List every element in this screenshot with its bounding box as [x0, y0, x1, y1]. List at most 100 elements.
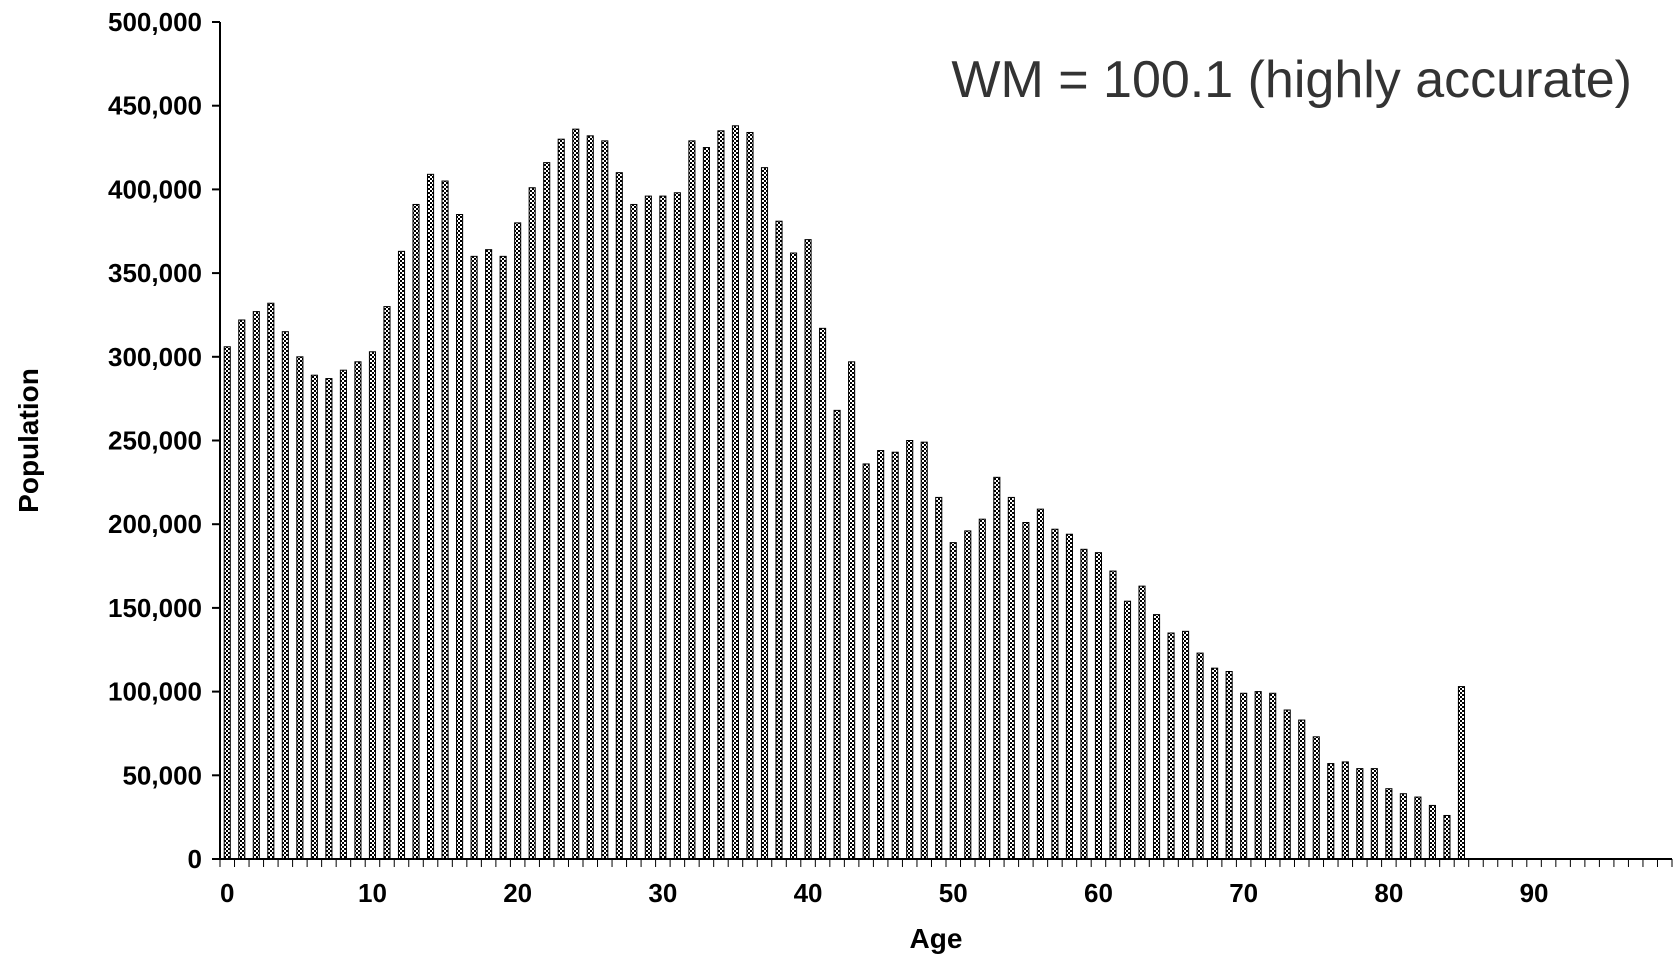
bar-age-23	[557, 138, 565, 860]
bar-age-80	[1385, 788, 1393, 860]
bar-age-7	[325, 378, 333, 860]
bar-age-65	[1167, 632, 1175, 860]
x-tick-label: 70	[1229, 878, 1258, 908]
bar-age-13	[412, 203, 420, 860]
bar-age-22	[543, 162, 551, 860]
bar-age-4	[281, 331, 289, 860]
bar-age-18	[485, 249, 493, 860]
x-tick-label: 30	[648, 878, 677, 908]
chart-annotation: WM = 100.1 (highly accurate)	[951, 51, 1632, 109]
bar-age-33	[702, 147, 710, 860]
bar-age-50	[949, 542, 957, 860]
y-tick-label: 350,000	[108, 258, 202, 288]
bar-age-37	[760, 167, 769, 860]
bar-age-35	[731, 125, 740, 860]
bar-age-21	[528, 187, 536, 860]
bar-age-1	[238, 319, 246, 860]
bar-age-8	[339, 369, 347, 860]
bar-age-82	[1414, 796, 1422, 860]
x-tick-label: 90	[1520, 878, 1549, 908]
bar-age-49	[935, 496, 943, 860]
y-tick-label: 250,000	[108, 426, 202, 456]
bar-age-84	[1443, 814, 1451, 860]
bar-age-11	[383, 306, 391, 860]
bar-age-36	[746, 131, 754, 860]
bar-age-12	[397, 250, 406, 860]
y-tick-label: 450,000	[108, 91, 202, 121]
x-tick-label: 10	[358, 878, 387, 908]
y-tick-label: 400,000	[108, 174, 202, 204]
bar-age-41	[819, 327, 827, 860]
bar-age-25	[586, 135, 594, 860]
bar-age-63	[1138, 585, 1146, 860]
bar-age-34	[717, 130, 725, 860]
bar-age-76	[1327, 763, 1335, 860]
bar-age-52	[978, 518, 986, 860]
bar-age-6	[310, 374, 318, 860]
y-tick-label: 300,000	[108, 342, 202, 372]
x-axis-title: Age	[910, 923, 963, 954]
x-tick-label: 60	[1084, 878, 1113, 908]
bar-age-30	[659, 195, 667, 860]
bar-age-10	[368, 351, 377, 860]
bar-age-28	[630, 203, 638, 860]
bar-age-44	[862, 463, 870, 860]
bar-age-62	[1123, 600, 1132, 860]
bars-group	[223, 125, 1466, 860]
bar-age-32	[688, 140, 696, 860]
bar-age-85	[1457, 686, 1466, 860]
x-tick-label: 20	[503, 878, 532, 908]
bar-age-31	[673, 192, 681, 860]
bar-age-71	[1254, 691, 1262, 860]
bar-age-40	[804, 239, 812, 860]
bar-age-17	[470, 255, 478, 860]
bar-age-61	[1109, 570, 1117, 860]
bar-age-26	[601, 140, 609, 860]
bar-age-54	[1007, 496, 1015, 860]
x-tick-label: 0	[220, 878, 234, 908]
bar-age-39	[789, 252, 798, 860]
y-tick-label: 0	[188, 844, 202, 874]
x-tick-label: 80	[1374, 878, 1403, 908]
y-tick-label: 150,000	[108, 593, 202, 623]
y-tick-label: 100,000	[108, 677, 202, 707]
bar-age-78	[1356, 768, 1364, 860]
bar-age-2	[252, 311, 260, 860]
bar-age-72	[1269, 692, 1277, 860]
bar-age-47	[906, 440, 914, 860]
bar-age-46	[891, 451, 899, 860]
bar-age-69	[1225, 671, 1233, 860]
bar-age-3	[267, 302, 275, 860]
bar-age-58	[1065, 533, 1073, 860]
bar-age-73	[1283, 709, 1291, 860]
bar-age-16	[456, 214, 464, 860]
bar-age-66	[1182, 630, 1190, 860]
bar-age-29	[644, 195, 652, 860]
bar-age-74	[1298, 719, 1306, 860]
bar-age-45	[877, 450, 885, 860]
bar-age-14	[426, 173, 435, 860]
bar-age-79	[1370, 768, 1378, 860]
bar-age-53	[993, 476, 1001, 860]
bar-age-64	[1152, 614, 1161, 860]
y-tick-label: 500,000	[108, 7, 202, 37]
bar-age-43	[848, 361, 856, 860]
bar-age-67	[1196, 652, 1204, 860]
bar-age-70	[1240, 692, 1248, 860]
y-tick-label: 200,000	[108, 509, 202, 539]
bar-age-0	[223, 346, 231, 860]
bar-age-57	[1051, 528, 1059, 860]
x-tick-label: 40	[794, 878, 823, 908]
bar-age-59	[1080, 548, 1088, 860]
bar-age-5	[296, 356, 304, 860]
y-axis-title: Population	[13, 368, 44, 513]
bar-age-68	[1211, 667, 1219, 860]
bar-age-60	[1094, 552, 1103, 860]
bar-age-56	[1036, 508, 1044, 860]
bar-age-77	[1341, 761, 1349, 860]
x-tick-label: 50	[939, 878, 968, 908]
bar-age-55	[1022, 522, 1030, 860]
bar-age-48	[920, 441, 928, 860]
y-axis: 0 50,000 100,000 150,000 200,000 250,000 300,0…	[108, 7, 221, 874]
